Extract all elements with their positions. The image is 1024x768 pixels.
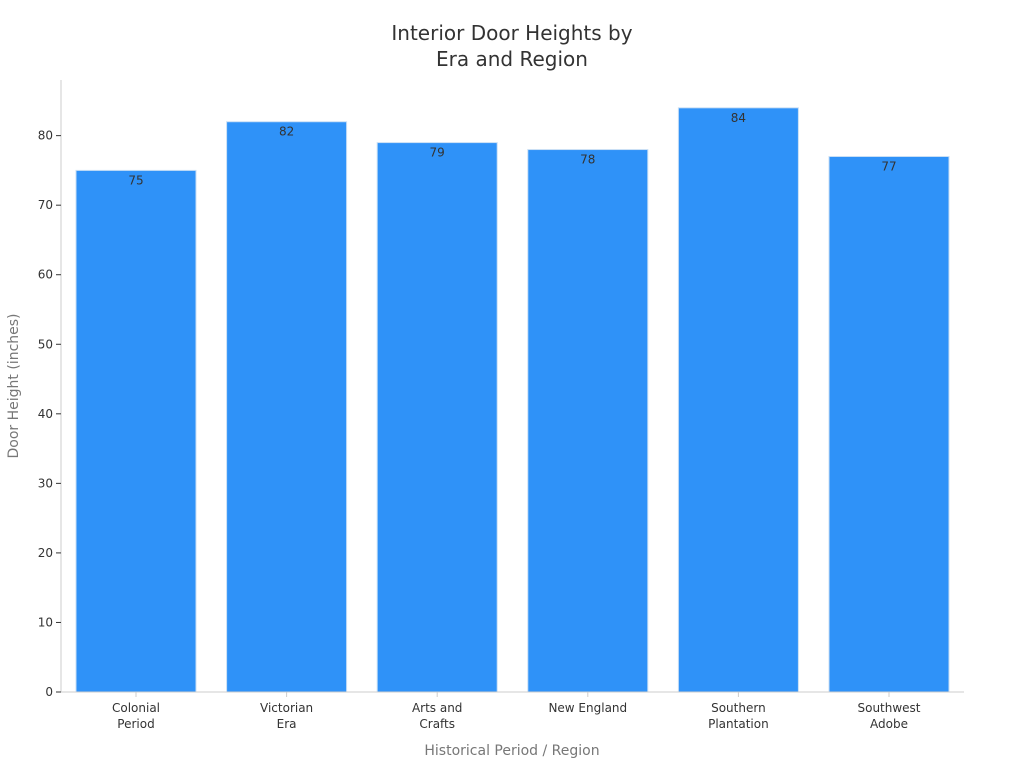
y-tick-label-8: 80: [38, 129, 53, 143]
y-axis-label: Door Height (inches): [6, 313, 22, 458]
y-ticks-group: 0 10 20 30 40 50 60 70 80: [38, 129, 61, 699]
x-tick-label-1: Victorian Era: [260, 701, 313, 731]
y-tick-label-0: 0: [45, 685, 53, 699]
data-label-2: 79: [430, 146, 445, 160]
data-label-0: 75: [128, 173, 143, 187]
x-tick-label-3: New England: [548, 701, 627, 715]
bars-group: [75, 107, 950, 693]
bar-1: [226, 121, 348, 693]
bar-3: [527, 149, 649, 693]
x-tick-label-2: Arts and Crafts: [412, 701, 463, 731]
data-labels-group: 75 82 79 78 84 77: [128, 111, 896, 188]
chart-title-line-1: Interior Door Heights by: [391, 21, 632, 45]
data-label-4: 84: [731, 111, 746, 125]
y-tick-label-1: 10: [38, 615, 53, 629]
bar-0: [75, 169, 197, 693]
y-tick-label-3: 30: [38, 476, 53, 490]
x-ticks-group: Colonial Period Victorian Era Arts and Crafts…: [112, 692, 921, 731]
x-tick-label-0: Colonial Period: [112, 701, 160, 731]
x-tick-label-4: Southern Plantation: [708, 701, 769, 731]
x-tick-label-5: Southwest Adobe: [857, 701, 920, 731]
chart-title-line-2: Era and Region: [436, 47, 588, 71]
bar-2: [376, 142, 498, 693]
bar-5: [828, 156, 950, 693]
y-tick-label-2: 20: [38, 546, 53, 560]
y-tick-label-7: 70: [38, 198, 53, 212]
data-label-3: 78: [580, 153, 595, 167]
y-tick-label-5: 50: [38, 337, 53, 351]
data-label-1: 82: [279, 125, 294, 139]
y-tick-label-6: 60: [38, 268, 53, 282]
bar-4: [677, 107, 799, 693]
y-tick-label-4: 40: [38, 407, 53, 421]
data-label-5: 77: [881, 160, 896, 174]
x-axis-label: Historical Period / Region: [424, 743, 599, 759]
